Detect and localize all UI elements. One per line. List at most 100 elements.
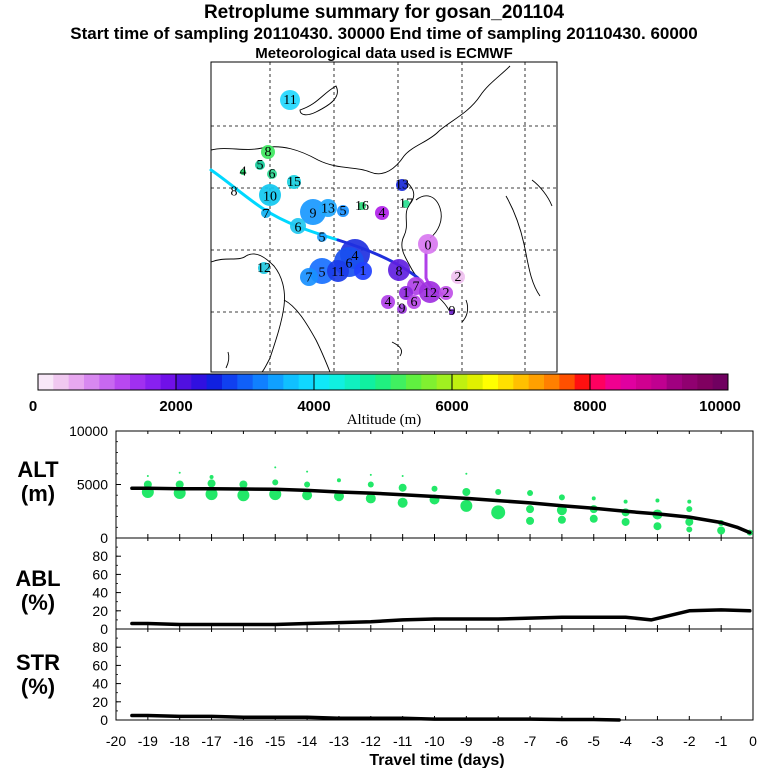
altitude-dot	[367, 481, 374, 488]
plume-circle	[258, 262, 270, 274]
altitude-dot	[207, 479, 216, 488]
trajectory-label: 4	[240, 165, 247, 180]
alt-panel-content: 0 5000 10000	[69, 423, 754, 546]
colorbar-cell	[406, 374, 422, 390]
plume-circle	[439, 286, 453, 300]
plume-circle	[388, 259, 410, 281]
colorbar-cell	[38, 374, 54, 390]
altitude-dot	[653, 522, 662, 531]
y-tick-label: 0	[100, 530, 108, 546]
colorbar-cell	[513, 374, 530, 390]
altitude-dot	[558, 494, 565, 501]
colorbar-cell	[222, 374, 238, 390]
plume-circle	[259, 184, 281, 206]
altitude-dot	[491, 505, 506, 520]
colorbar-cell	[206, 374, 223, 390]
plume-circle	[261, 208, 271, 218]
colorbar-cell	[252, 374, 269, 390]
altitude-dot	[526, 505, 535, 514]
colorbar-cell	[528, 374, 545, 390]
altitude-dot	[272, 479, 279, 486]
trajectory-label: 7	[306, 271, 313, 286]
plume-circle	[319, 199, 337, 217]
altitude-dot	[717, 526, 726, 535]
colorbar-cell	[544, 374, 560, 390]
abl-panel-label: ABL	[15, 566, 60, 591]
colorbar-label-2000: 2000	[159, 398, 192, 415]
plume-circle	[287, 175, 301, 189]
x-tick-label: -2	[683, 733, 696, 749]
colorbar-label-8000: 8000	[573, 398, 606, 415]
colorbar-cell	[360, 374, 376, 390]
colorbar-cell	[498, 374, 514, 390]
chart-title: Retroplume summary for gosan_201104	[203, 2, 565, 23]
colorbar-cell	[697, 374, 714, 390]
colorbar-cell	[590, 374, 606, 390]
altitude-dot	[365, 493, 376, 504]
x-tick-label: -17	[201, 733, 221, 749]
trajectory-label: 12	[423, 286, 437, 301]
plume-circle	[381, 295, 395, 309]
colorbar-cell	[114, 374, 131, 390]
x-tick-label: -16	[233, 733, 253, 749]
trajectory-label: 11	[283, 93, 296, 108]
x-tick-label: -5	[588, 733, 601, 749]
colorbar-cell	[682, 374, 698, 390]
colorbar-cell	[452, 374, 468, 390]
colorbar-cell	[191, 374, 208, 390]
colorbar-cell	[390, 374, 407, 390]
altitude-dot	[336, 478, 341, 483]
altitude-dot	[527, 490, 534, 497]
trajectory-label: 8	[396, 264, 403, 279]
y-tick-label: 0	[100, 712, 108, 728]
trajectory-label: 8	[265, 145, 272, 160]
colorbar-cell	[160, 374, 177, 390]
altitude-dot	[397, 497, 408, 508]
colorbar-cell	[268, 374, 284, 390]
colorbar-cell	[145, 374, 162, 390]
travel-time-axis: -20 -19 -18 -17 -16 -15 -14 -13 -12 -11 -10 -9 -8 -7-…	[106, 733, 757, 749]
trajectory-label: 1	[360, 264, 367, 279]
trajectory-label: 13	[321, 202, 335, 217]
plume-circles	[240, 90, 465, 315]
y-tick-label: 80	[92, 548, 108, 564]
plume-circle	[419, 281, 441, 303]
x-tick-label: -1	[715, 733, 728, 749]
altitude-dot	[175, 480, 184, 489]
trajectory-label: 10	[263, 190, 277, 205]
abl-panel-content: 0 20 40 60 80	[92, 537, 754, 637]
trajectory-label: 13	[395, 178, 409, 193]
x-tick-label: -20	[106, 733, 126, 749]
plume-circle	[418, 234, 438, 254]
colorbar-cell	[467, 374, 484, 390]
plume-circle	[300, 268, 318, 286]
alt-panel-label: ALT	[17, 457, 59, 482]
trajectory-label: 16	[355, 199, 369, 214]
x-tick-label: -11	[393, 733, 412, 749]
plume-circle	[449, 309, 455, 315]
colorbar-cell	[712, 374, 729, 390]
altitude-dot	[306, 470, 309, 473]
abl-line	[130, 608, 752, 627]
colorbar-title: Altitude (m)	[347, 412, 422, 428]
altitude-dot	[302, 490, 313, 501]
str-line	[130, 713, 621, 722]
altitude-dot	[462, 487, 471, 496]
altitude-dot	[623, 499, 628, 504]
x-tick-label: -18	[170, 733, 190, 749]
x-tick-label: -8	[492, 733, 505, 749]
colorbar-label-10000: 10000	[699, 398, 741, 415]
trajectory-label: 12	[257, 261, 271, 276]
plume-circle	[327, 260, 349, 282]
x-tick-label: -19	[138, 733, 158, 749]
altitude-colorbar: 0 2000 4000 6000 8000 10000 Altitude (m)	[29, 373, 741, 428]
x-tick-label: -13	[329, 733, 349, 749]
colorbar-label-4000: 4000	[297, 398, 330, 415]
altitude-dot	[460, 499, 473, 512]
altitude-dot	[589, 514, 598, 523]
y-tick-label: 0	[100, 621, 108, 637]
altitude-dot	[398, 483, 407, 492]
x-tick-label: -12	[361, 733, 381, 749]
